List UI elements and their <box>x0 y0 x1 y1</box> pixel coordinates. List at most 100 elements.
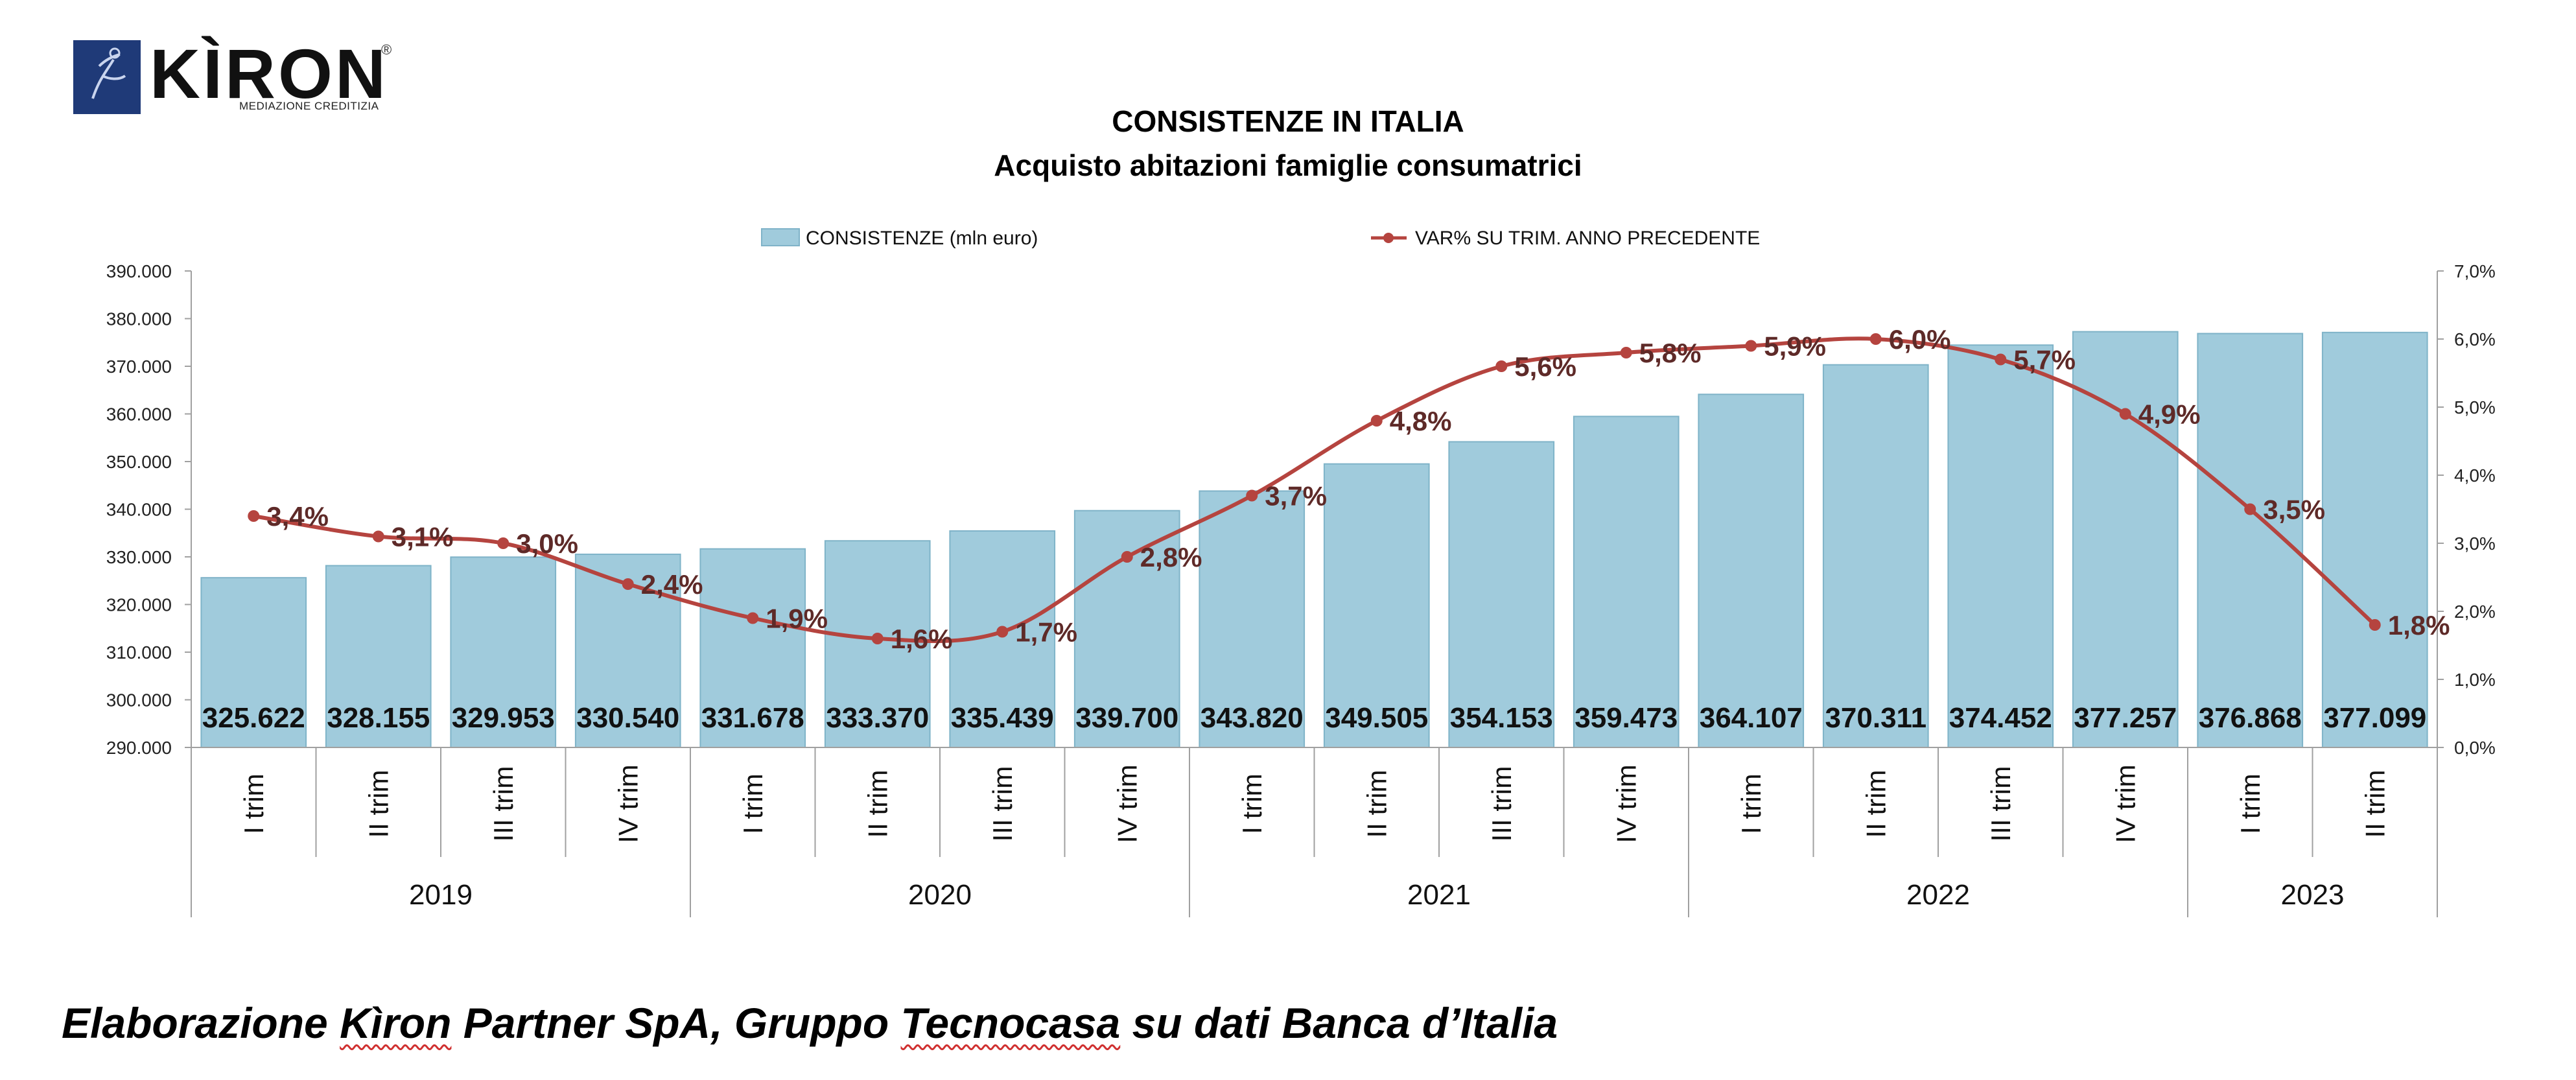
category-label: II trim <box>1361 770 1392 838</box>
bar-value-label: 374.452 <box>1949 702 2052 734</box>
bar-value-label: 331.678 <box>701 702 804 734</box>
logo-brand: KÌRON <box>150 34 388 113</box>
logo-registered: ® <box>381 41 392 58</box>
var-point <box>1370 415 1383 427</box>
year-label: 2023 <box>2281 879 2345 911</box>
y-left-tick-label: 360.000 <box>106 405 172 425</box>
y-left-tick-label: 370.000 <box>106 357 172 377</box>
var-label: 3,4% <box>266 501 329 532</box>
bar-value-label: 343.820 <box>1200 702 1304 734</box>
y-left-tick-label: 350.000 <box>106 452 172 472</box>
bar <box>1822 364 1929 748</box>
y-right-tick-label: 2,0% <box>2454 602 2496 622</box>
bar <box>2072 331 2179 748</box>
var-label: 2,8% <box>1140 542 1202 572</box>
category-label: IV trim <box>613 764 643 843</box>
bar <box>1947 344 2054 748</box>
bar-value-label: 364.107 <box>1700 702 1803 734</box>
var-point <box>1495 360 1508 372</box>
var-point <box>497 537 509 549</box>
var-point <box>1745 340 1757 352</box>
logo-tagline: MEDIAZIONE CREDITIZIA <box>239 100 379 112</box>
category-label: II trim <box>862 770 893 838</box>
y-left-tick-label: 380.000 <box>106 309 172 329</box>
var-label: 3,7% <box>1265 481 1327 511</box>
var-point <box>2244 503 2256 515</box>
bar <box>325 565 432 748</box>
category-label: III trim <box>1486 766 1517 842</box>
year-label: 2021 <box>1407 879 1471 911</box>
bar-value-label: 335.439 <box>951 702 1054 734</box>
bar-value-label: 377.099 <box>2323 702 2426 734</box>
legend-line-label: VAR% SU TRIM. ANNO PRECEDENTE <box>1415 228 1760 249</box>
bar-value-label: 354.153 <box>1450 702 1553 734</box>
var-label: 3,0% <box>516 528 578 559</box>
var-label: 4,9% <box>2138 399 2201 430</box>
var-label: 3,5% <box>2263 495 2325 525</box>
bar-value-label: 328.155 <box>327 702 430 734</box>
bar <box>1573 416 1680 749</box>
var-point <box>871 633 884 644</box>
category-label: IV trim <box>2110 764 2140 843</box>
bar-value-label: 370.311 <box>1825 702 1926 734</box>
category-label: II trim <box>2359 770 2390 838</box>
legend-line-marker <box>1383 233 1394 243</box>
footnote-word-tecnocasa: Tecnocasa <box>900 999 1121 1047</box>
bar <box>1323 463 1430 748</box>
y-right-tick-label: 5,0% <box>2454 397 2496 417</box>
var-point <box>1246 489 1258 502</box>
category-label: I trim <box>738 773 768 834</box>
var-label: 5,9% <box>1764 331 1826 362</box>
var-point <box>747 612 759 624</box>
bar-value-label: 359.473 <box>1575 702 1678 734</box>
y-left-tick-label: 340.000 <box>106 500 172 520</box>
category-label: I trim <box>239 773 269 834</box>
var-point <box>1121 551 1133 563</box>
y-left-tick-label: 310.000 <box>106 642 172 663</box>
combo-chart: 290.000 300.000 310.000 320.000 330.000 340.0… <box>106 228 2496 917</box>
legend-bar-swatch <box>761 228 800 246</box>
var-label: 1,7% <box>1015 617 1077 648</box>
bar <box>1448 441 1555 748</box>
bar <box>450 556 557 748</box>
source-footnote: Elaborazione Kìron Partner SpA, Gruppo T… <box>62 998 1558 1048</box>
year-label: 2022 <box>1906 879 1970 911</box>
var-label: 1,6% <box>891 624 953 654</box>
footnote-pre: Elaborazione <box>62 999 340 1047</box>
y-right-tick-label: 3,0% <box>2454 534 2496 554</box>
bar-value-label: 330.540 <box>576 702 679 734</box>
footnote-mid: Partner SpA, Gruppo <box>451 999 901 1047</box>
bar <box>2321 331 2428 748</box>
bar-value-label: 376.868 <box>2199 702 2302 734</box>
chart-title: CONSISTENZE IN ITALIA <box>1112 104 1464 138</box>
y-right-tick-label: 6,0% <box>2454 329 2496 349</box>
bar-value-label: 329.953 <box>452 702 555 734</box>
year-label: 2019 <box>409 879 473 911</box>
footnote-post: su dati Banca d’Italia <box>1120 999 1558 1047</box>
var-point <box>1995 353 2007 366</box>
var-label: 1,8% <box>2388 610 2450 640</box>
category-label: IV trim <box>1611 764 1641 843</box>
var-point <box>372 530 384 543</box>
var-point <box>2369 619 2381 631</box>
bar-value-label: 333.370 <box>826 702 929 734</box>
var-label: 1,9% <box>766 604 828 634</box>
category-label: IV trim <box>1112 764 1142 843</box>
var-point <box>1869 333 1882 345</box>
y-right-tick-label: 4,0% <box>2454 465 2496 486</box>
y-left-tick-label: 290.000 <box>106 738 172 758</box>
var-point <box>2119 408 2131 420</box>
category-label: III trim <box>987 766 1018 842</box>
y-right-tick-label: 0,0% <box>2454 738 2496 758</box>
bar-value-label: 377.257 <box>2074 702 2177 734</box>
bar <box>1698 393 1805 748</box>
bar-value-label: 339.700 <box>1075 702 1178 734</box>
bar <box>1073 510 1180 749</box>
var-label: 5,6% <box>1514 351 1576 382</box>
y-left-tick-label: 320.000 <box>106 595 172 615</box>
footnote-word-kiron: Kìron <box>340 999 452 1047</box>
y-left-tick-label: 300.000 <box>106 690 172 710</box>
var-label: 5,7% <box>2013 345 2076 375</box>
category-label: II trim <box>363 770 393 838</box>
var-label: 6,0% <box>1889 324 1951 355</box>
